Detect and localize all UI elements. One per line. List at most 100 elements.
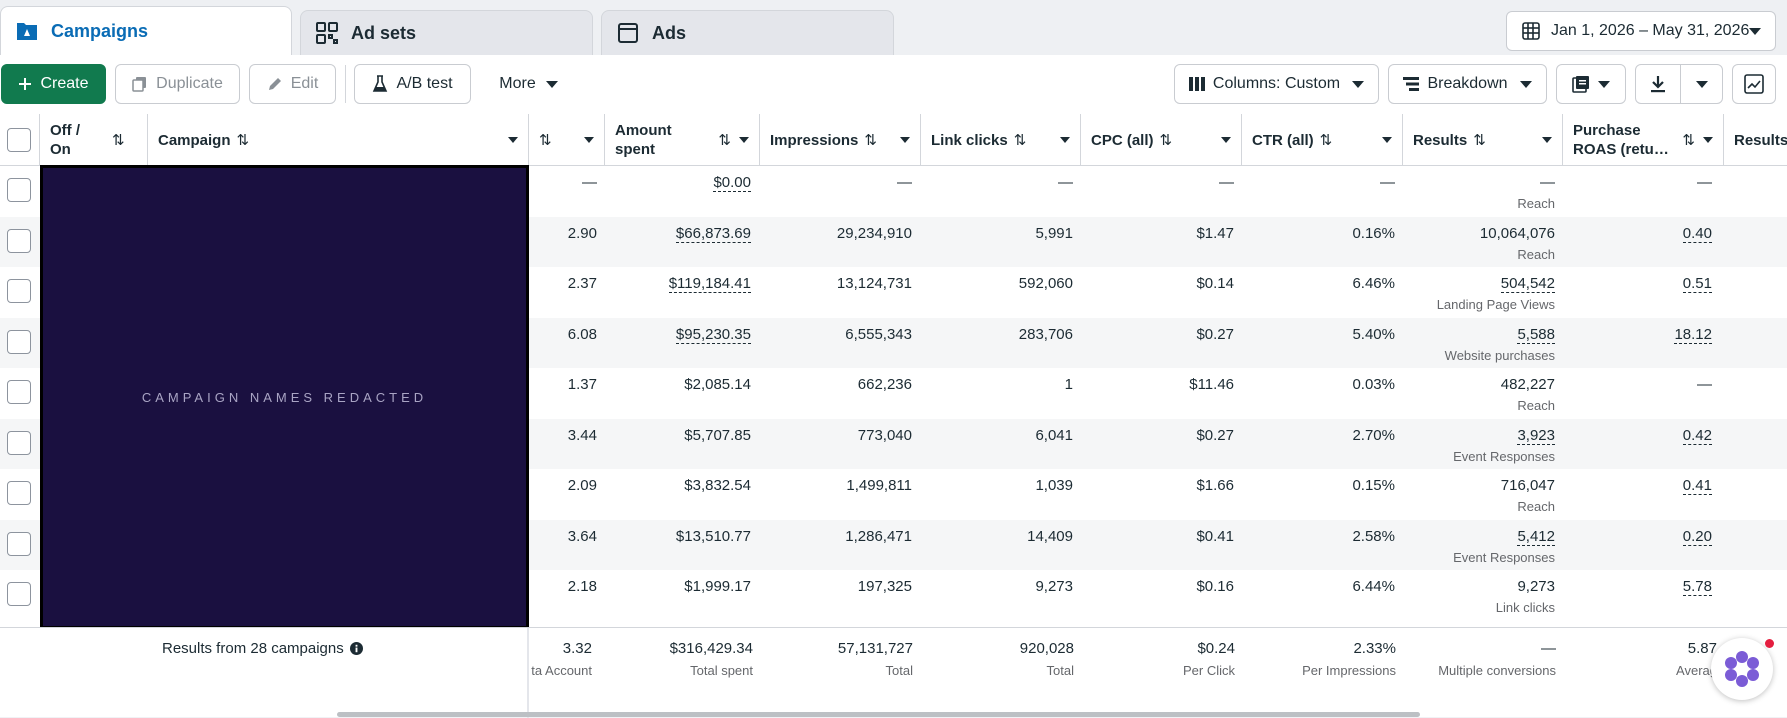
table-row[interactable]: 2.09 $3,832.54 1,499,811 1,039 $1.66 0.15% 716… [0,469,1787,520]
cell-value[interactable]: 0.41 [1682,477,1712,495]
cell-value: 3.64 [567,527,597,545]
row-checkbox[interactable] [7,531,31,556]
chevron-down-icon[interactable] [584,137,594,143]
cell-c1: 2.37 [568,275,597,292]
results-type-label: Reach [1517,398,1555,413]
header-campaign[interactable]: Campaign ⇅ [148,114,529,166]
header-results[interactable]: Results ⇅ [1403,114,1563,166]
cell-value[interactable]: 0.20 [1682,527,1712,546]
header-amount-spent[interactable]: Amount spent ⇅ [605,114,760,166]
row-checkbox[interactable] [7,430,31,455]
header-off-on[interactable]: Off / On ⇅ [40,114,148,166]
chevron-down-icon[interactable] [1060,137,1070,143]
header-label: CTR (all) [1252,131,1314,149]
sort-icon: ⇅ [1013,131,1027,149]
duplicate-button[interactable]: Duplicate [115,64,240,104]
more-dropdown[interactable]: More [486,64,571,104]
header-results-2[interactable]: Results [1724,114,1787,166]
header-cpc[interactable]: CPC (all) ⇅ [1081,114,1242,166]
cell-value[interactable]: 0.42 [1682,426,1712,445]
breakdown-dropdown[interactable]: Breakdown [1388,64,1547,104]
date-range-picker[interactable]: Jan 1, 2026 – May 31, 2026 [1506,11,1776,51]
header-link-clicks[interactable]: Link clicks ⇅ [921,114,1081,166]
chevron-down-icon[interactable] [1221,137,1231,143]
info-icon[interactable] [349,642,363,655]
columns-label: Columns: Custom [1212,75,1341,92]
results-type-label: Landing Page Views [1436,297,1555,312]
cell-value[interactable]: 0.51 [1682,275,1712,293]
export-button-group[interactable] [1635,64,1723,104]
row-checkbox[interactable] [7,380,31,404]
sort-icon: ⇅ [539,131,552,149]
header-purchase-roas[interactable]: Purchase ROAS (retu… ⇅ [1563,114,1724,166]
cell-value[interactable]: $95,230.35 [675,325,751,344]
sort-icon: ⇅ [112,131,125,149]
table-row[interactable]: — $0.00 — — — — — — Reach [0,166,1787,217]
cell-value[interactable]: 18.12 [1674,325,1712,344]
cell-value: 9,273 [1035,578,1073,595]
cell-value[interactable]: 5.78 [1682,578,1712,596]
cell-value: 197,325 [857,578,912,595]
row-checkbox[interactable] [7,178,31,202]
row-checkbox[interactable] [7,329,31,354]
columns-icon [1188,77,1205,91]
cell-value: — [1697,174,1712,191]
chevron-down-icon [1749,28,1761,35]
edit-button[interactable]: Edit [249,64,336,104]
chevron-down-icon[interactable] [1542,137,1552,143]
sort-icon: ⇅ [864,131,877,149]
cell-cpc: $0.27 [1196,326,1234,343]
chevron-down-icon[interactable] [1382,137,1392,143]
row-checkbox[interactable] [7,582,31,606]
cell-value: 716,047 [1500,477,1555,494]
results-type-label: Link clicks [1495,600,1555,615]
horizontal-scrollbar[interactable] [337,712,1420,717]
cell-value[interactable]: $0.00 [713,174,751,192]
header-col-hidden[interactable]: ⇅ [529,114,605,166]
cell-value[interactable]: 0.40 [1682,224,1712,243]
chevron-down-icon[interactable] [739,137,749,143]
cell-value[interactable]: 504,542 [1500,275,1555,293]
table-row[interactable]: 2.37 $119,184.41 13,124,731 592,060 $0.14 6.4… [0,267,1787,318]
cell-ctr: 2.58% [1352,528,1395,545]
tab-ads[interactable]: Ads [601,10,894,55]
charts-button[interactable] [1732,64,1776,104]
cell-value[interactable]: 5,588 [1517,325,1555,344]
reports-dropdown[interactable] [1556,64,1626,104]
cell-results: 3,923 [1517,426,1555,445]
sort-icon: ⇅ [1319,131,1333,149]
row-checkbox[interactable] [7,228,31,253]
header-impressions[interactable]: Impressions ⇅ [760,114,921,166]
select-all-checkbox[interactable] [7,128,31,152]
cell-results: 482,227 [1501,376,1555,393]
line-chart-icon [1744,74,1764,94]
chevron-down-icon[interactable] [1696,81,1708,88]
footer-c1-label: ta Account [531,663,592,678]
cell-value: $0.16 [1196,578,1234,595]
cell-value: 1.37 [567,376,597,393]
cell-clicks: 592,060 [1019,275,1073,292]
date-range-label: Jan 1, 2026 – May 31, 2026 [1551,22,1750,39]
cell-value[interactable]: $66,873.69 [675,224,751,243]
cell-value[interactable]: $119,184.41 [668,275,751,293]
create-button[interactable]: Create [1,64,106,104]
ab-test-button[interactable]: A/B test [354,64,471,104]
cell-value[interactable]: 3,923 [1517,426,1555,445]
cell-ctr: 0.16% [1352,225,1395,242]
cell-value: 6.08 [567,325,597,343]
columns-dropdown[interactable]: Columns: Custom [1174,64,1379,104]
row-checkbox[interactable] [7,481,31,505]
tab-campaigns[interactable]: Campaigns [0,6,292,55]
table-row[interactable]: 2.18 $1,999.17 197,325 9,273 $0.16 6.44% 9,273… [0,570,1787,621]
tab-ad-sets[interactable]: Ad sets [300,10,593,55]
row-checkbox[interactable] [7,279,31,303]
table-row[interactable]: 1.37 $2,085.14 662,236 1 $11.46 0.03% 482,227 —… [0,368,1787,419]
header-ctr[interactable]: CTR (all) ⇅ [1242,114,1403,166]
chevron-down-icon[interactable] [900,137,910,143]
assistant-button[interactable] [1711,638,1774,700]
chevron-down-icon[interactable] [1703,137,1713,143]
cell-value[interactable]: 5,412 [1517,527,1555,546]
results-type-label: Reach [1517,196,1555,211]
chevron-down-icon[interactable] [508,137,518,143]
cell-results: 10,064,076 [1480,225,1555,242]
